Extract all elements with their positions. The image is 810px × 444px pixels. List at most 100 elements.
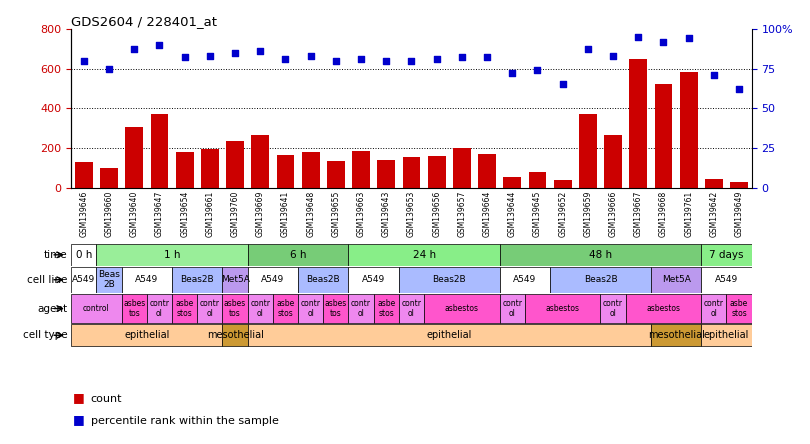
FancyBboxPatch shape	[701, 294, 727, 323]
Point	[355, 56, 368, 63]
Point	[330, 57, 343, 64]
Point	[178, 54, 191, 61]
Text: A549: A549	[514, 275, 536, 284]
FancyBboxPatch shape	[71, 325, 223, 346]
FancyBboxPatch shape	[701, 244, 752, 266]
Text: ■: ■	[73, 413, 85, 426]
Point	[632, 33, 645, 40]
FancyBboxPatch shape	[273, 294, 298, 323]
Bar	[504, 177, 521, 187]
FancyBboxPatch shape	[727, 294, 752, 323]
Text: contr
ol: contr ol	[200, 299, 220, 318]
Text: agent: agent	[37, 304, 67, 313]
Point	[78, 57, 91, 64]
FancyBboxPatch shape	[71, 244, 96, 266]
Text: Met5A: Met5A	[220, 275, 249, 284]
Bar	[176, 152, 194, 187]
FancyBboxPatch shape	[348, 294, 373, 323]
Text: 48 h: 48 h	[589, 250, 612, 260]
FancyBboxPatch shape	[651, 267, 701, 293]
Text: cell type: cell type	[23, 330, 67, 340]
Text: asbes
tos: asbes tos	[123, 299, 146, 318]
FancyBboxPatch shape	[373, 294, 399, 323]
Bar	[201, 149, 219, 187]
FancyBboxPatch shape	[198, 294, 223, 323]
Bar	[428, 156, 446, 187]
Text: asbestos: asbestos	[646, 304, 680, 313]
FancyBboxPatch shape	[651, 325, 701, 346]
Point	[455, 54, 468, 61]
FancyBboxPatch shape	[223, 325, 248, 346]
FancyBboxPatch shape	[348, 267, 399, 293]
Text: asbe
stos: asbe stos	[176, 299, 194, 318]
Text: Beas2B: Beas2B	[584, 275, 617, 284]
FancyBboxPatch shape	[248, 294, 273, 323]
FancyBboxPatch shape	[500, 267, 550, 293]
Text: ■: ■	[73, 391, 85, 404]
Text: contr
ol: contr ol	[351, 299, 371, 318]
Text: contr
ol: contr ol	[250, 299, 271, 318]
Bar	[75, 162, 92, 187]
Bar	[151, 114, 168, 187]
FancyBboxPatch shape	[298, 294, 323, 323]
Bar	[100, 168, 118, 187]
FancyBboxPatch shape	[348, 244, 500, 266]
FancyBboxPatch shape	[701, 325, 752, 346]
FancyBboxPatch shape	[248, 325, 651, 346]
FancyBboxPatch shape	[298, 267, 348, 293]
FancyBboxPatch shape	[550, 267, 651, 293]
FancyBboxPatch shape	[172, 294, 198, 323]
Bar	[226, 141, 244, 187]
Text: asbe
stos: asbe stos	[377, 299, 395, 318]
Text: asbestos: asbestos	[445, 304, 479, 313]
Point	[103, 65, 116, 72]
FancyBboxPatch shape	[625, 294, 701, 323]
Point	[556, 81, 569, 88]
Text: mesothelial: mesothelial	[648, 330, 705, 340]
Text: control: control	[83, 304, 110, 313]
FancyBboxPatch shape	[248, 244, 348, 266]
Text: contr
ol: contr ol	[704, 299, 724, 318]
Bar	[277, 155, 294, 187]
Bar	[554, 180, 572, 187]
FancyBboxPatch shape	[122, 267, 172, 293]
FancyBboxPatch shape	[172, 267, 223, 293]
Text: epithelial: epithelial	[704, 330, 749, 340]
Text: A549: A549	[715, 275, 738, 284]
Text: 6 h: 6 h	[290, 250, 306, 260]
Text: cell line: cell line	[27, 275, 67, 285]
Point	[707, 71, 720, 79]
Point	[607, 52, 620, 59]
Bar	[251, 135, 269, 187]
Bar	[126, 127, 143, 187]
FancyBboxPatch shape	[223, 294, 248, 323]
Point	[505, 70, 518, 77]
Text: count: count	[91, 394, 122, 404]
Bar	[377, 160, 395, 187]
Point	[380, 57, 393, 64]
Point	[430, 56, 443, 63]
FancyBboxPatch shape	[71, 267, 96, 293]
Point	[203, 52, 216, 59]
Point	[254, 48, 266, 55]
Text: mesothelial: mesothelial	[207, 330, 263, 340]
Text: asbes
tos: asbes tos	[224, 299, 246, 318]
Text: percentile rank within the sample: percentile rank within the sample	[91, 416, 279, 426]
Bar	[302, 152, 319, 187]
FancyBboxPatch shape	[248, 267, 298, 293]
Text: contr
ol: contr ol	[603, 299, 623, 318]
FancyBboxPatch shape	[600, 294, 625, 323]
Point	[480, 54, 493, 61]
Text: contr
ol: contr ol	[150, 299, 169, 318]
Text: time: time	[44, 250, 67, 260]
Text: A549: A549	[262, 275, 284, 284]
Text: 7 days: 7 days	[710, 250, 744, 260]
Bar	[403, 157, 420, 187]
Point	[128, 46, 141, 53]
Point	[153, 41, 166, 48]
FancyBboxPatch shape	[525, 294, 600, 323]
FancyBboxPatch shape	[399, 267, 500, 293]
Bar	[654, 84, 672, 187]
Text: asbe
stos: asbe stos	[276, 299, 295, 318]
FancyBboxPatch shape	[96, 244, 248, 266]
